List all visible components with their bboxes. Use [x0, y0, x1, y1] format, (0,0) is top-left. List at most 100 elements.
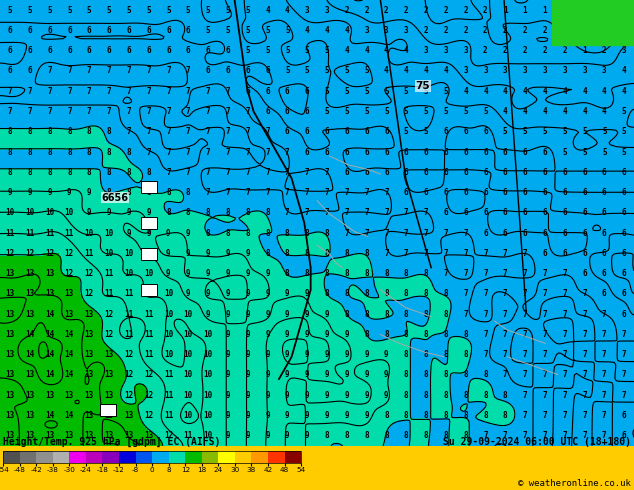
Text: 7: 7 [503, 269, 508, 278]
Text: 9: 9 [186, 269, 191, 278]
Text: 4: 4 [305, 26, 309, 35]
Text: 7: 7 [562, 330, 567, 339]
Text: Height/Temp. 925 hPa [gdpm] EC (AIFS): Height/Temp. 925 hPa [gdpm] EC (AIFS) [3, 437, 221, 447]
Text: 14: 14 [45, 411, 54, 420]
Text: 7: 7 [602, 330, 607, 339]
Text: 7: 7 [205, 188, 210, 197]
Text: 7: 7 [424, 249, 429, 258]
Text: 8: 8 [107, 147, 112, 156]
Text: 4: 4 [562, 107, 567, 116]
Text: 10: 10 [45, 208, 54, 218]
Text: 13: 13 [65, 290, 74, 298]
Text: 9: 9 [146, 208, 151, 218]
Text: 7: 7 [562, 431, 567, 441]
Text: 9: 9 [226, 290, 230, 298]
Text: 7: 7 [107, 67, 112, 75]
Text: 7: 7 [325, 168, 329, 177]
Text: 3: 3 [404, 26, 408, 35]
Text: 8: 8 [47, 168, 52, 177]
Text: 6: 6 [543, 188, 547, 197]
Text: 7: 7 [205, 127, 210, 136]
Text: 1: 1 [602, 5, 607, 15]
Text: 4: 4 [344, 46, 349, 55]
Text: 7: 7 [443, 269, 448, 278]
Text: 8: 8 [443, 431, 448, 441]
Text: 9: 9 [305, 350, 309, 359]
Text: 3: 3 [463, 67, 468, 75]
Text: © weatheronline.co.uk: © weatheronline.co.uk [518, 479, 631, 488]
Text: 9: 9 [166, 228, 171, 238]
Text: 9: 9 [265, 391, 270, 400]
Text: 6: 6 [285, 107, 290, 116]
Text: 7: 7 [226, 188, 230, 197]
Text: 10: 10 [144, 269, 153, 278]
Text: 14: 14 [45, 370, 54, 379]
Text: 8: 8 [463, 350, 468, 359]
Text: 5: 5 [305, 67, 309, 75]
Text: 6: 6 [463, 208, 468, 218]
Text: 13: 13 [45, 431, 54, 441]
Text: 2: 2 [602, 46, 607, 55]
Text: 2: 2 [364, 5, 369, 15]
Text: 7: 7 [325, 188, 329, 197]
Text: 7: 7 [265, 188, 270, 197]
Text: 7: 7 [503, 290, 508, 298]
Text: 12: 12 [144, 391, 153, 400]
Text: 8: 8 [463, 431, 468, 441]
Text: 6: 6 [325, 147, 329, 156]
Text: 10: 10 [184, 310, 193, 318]
Text: 8: 8 [285, 249, 290, 258]
Text: 9: 9 [226, 391, 230, 400]
Text: 10: 10 [105, 249, 113, 258]
Text: 3: 3 [543, 67, 547, 75]
FancyBboxPatch shape [141, 248, 157, 260]
Text: 6: 6 [622, 208, 626, 218]
Text: 11: 11 [105, 290, 113, 298]
Text: 5: 5 [205, 5, 210, 15]
Text: 12: 12 [144, 411, 153, 420]
Text: 7: 7 [543, 290, 547, 298]
Text: 10: 10 [184, 391, 193, 400]
Text: 9: 9 [325, 350, 329, 359]
Text: 9: 9 [166, 269, 171, 278]
Text: 7: 7 [245, 107, 250, 116]
Text: 1: 1 [582, 46, 587, 55]
Text: 7: 7 [463, 310, 468, 318]
Text: 9: 9 [265, 350, 270, 359]
Text: 3: 3 [384, 26, 389, 35]
Text: 6: 6 [543, 168, 547, 177]
Text: 5: 5 [47, 5, 52, 15]
Text: 7: 7 [602, 431, 607, 441]
Text: 8: 8 [384, 269, 389, 278]
Text: 7: 7 [265, 168, 270, 177]
Text: 2: 2 [424, 5, 429, 15]
Text: 7: 7 [384, 249, 389, 258]
Text: 10: 10 [204, 350, 212, 359]
Text: 3: 3 [325, 5, 329, 15]
Text: 6: 6 [602, 208, 607, 218]
Text: 9: 9 [285, 391, 290, 400]
Text: 8: 8 [344, 269, 349, 278]
Text: 8: 8 [107, 168, 112, 177]
Text: 8: 8 [424, 391, 429, 400]
Text: 7: 7 [205, 87, 210, 96]
Text: 14: 14 [45, 350, 54, 359]
Text: 7: 7 [107, 107, 112, 116]
Text: 5: 5 [404, 87, 408, 96]
Text: 4: 4 [384, 67, 389, 75]
Text: 6: 6 [344, 147, 349, 156]
Text: 7: 7 [226, 107, 230, 116]
Text: 7: 7 [126, 107, 131, 116]
Text: 6: 6 [226, 67, 230, 75]
Text: 13: 13 [65, 431, 74, 441]
Text: 10: 10 [144, 290, 153, 298]
Text: 12: 12 [105, 310, 113, 318]
Text: 9: 9 [344, 391, 349, 400]
Text: 5: 5 [622, 107, 626, 116]
Text: 5: 5 [344, 67, 349, 75]
Text: 6: 6 [186, 26, 191, 35]
Text: 0: 0 [602, 26, 607, 35]
Text: 6: 6 [443, 168, 448, 177]
Text: 7: 7 [186, 107, 191, 116]
Text: 5: 5 [8, 5, 12, 15]
